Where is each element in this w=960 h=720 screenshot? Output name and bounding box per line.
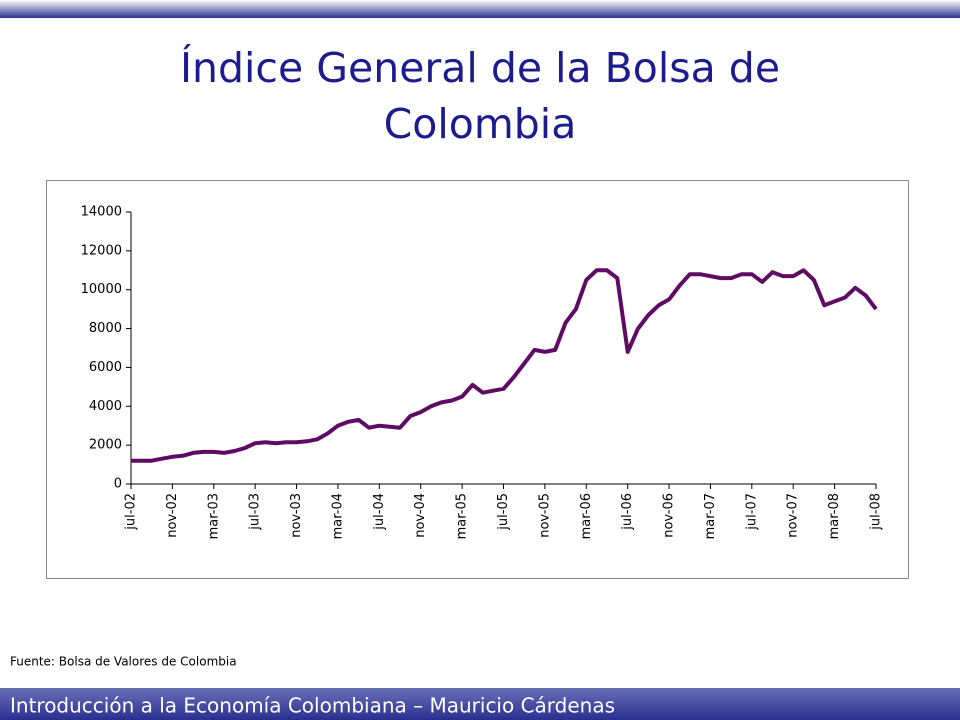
x-tick-label: jul-03 [248, 493, 263, 531]
x-tick-label: jul-06 [620, 493, 635, 531]
x-tick-label: mar-04 [330, 493, 345, 539]
y-tick-label: 6000 [89, 360, 122, 375]
x-tick-label: jul-04 [372, 493, 387, 531]
x-tick-label: mar-05 [455, 493, 470, 539]
y-tick-label: 10000 [81, 282, 122, 297]
y-tick-label: 2000 [89, 438, 122, 453]
source: Fuente: Bolsa de Valores de Colombia [10, 655, 237, 669]
plot-frame [46, 180, 909, 579]
x-tick-label: jul-02 [124, 493, 139, 531]
y-tick-label: 0 [114, 477, 122, 492]
x-tick-label: mar-03 [206, 493, 221, 539]
title: Índice General de la Bolsa de Colombia [179, 44, 781, 148]
x-tick-label: jul-07 [744, 493, 759, 531]
y-tick-label: 4000 [89, 399, 122, 414]
x-tick-label: nov-07 [786, 493, 801, 538]
bottom-bar [0, 688, 960, 720]
x-tick-label: jul-08 [869, 493, 884, 531]
y-tick-label: 14000 [81, 205, 122, 220]
y-tick-label: 8000 [89, 321, 122, 336]
x-tick-label: nov-03 [289, 493, 304, 538]
footer: Introducción a la Economía Colombiana – … [10, 694, 615, 718]
series-line [131, 268, 878, 463]
x-tick-label: jul-05 [496, 493, 511, 531]
x-tick-label: mar-08 [827, 493, 842, 539]
y-tick-label: 12000 [81, 243, 122, 258]
x-tick-label: nov-06 [662, 493, 677, 538]
x-tick-label: nov-05 [537, 493, 552, 538]
x-tick-label: mar-06 [579, 493, 594, 539]
top-bar [0, 0, 960, 18]
x-tick-label: mar-07 [703, 493, 718, 539]
x-tick-label: nov-04 [413, 493, 428, 538]
x-tick-label: nov-02 [165, 493, 180, 538]
